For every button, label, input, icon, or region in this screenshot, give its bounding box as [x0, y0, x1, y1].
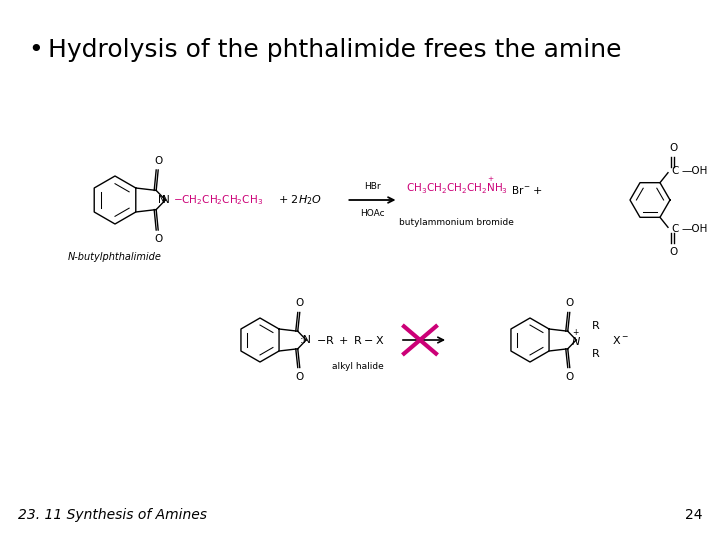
Text: 23. 11 Synthesis of Amines: 23. 11 Synthesis of Amines [18, 508, 207, 522]
Text: $\mathrm{CH_3CH_2CH_2CH_2\overset{+}{N}H_3}$: $\mathrm{CH_3CH_2CH_2CH_2\overset{+}{N}H… [406, 176, 508, 196]
Text: O: O [669, 247, 677, 258]
Text: —OH: —OH [682, 224, 708, 234]
Text: R: R [593, 321, 600, 331]
Text: O: O [566, 372, 574, 381]
Text: O: O [669, 143, 677, 153]
Text: $\overset{+}{N}$: $\overset{+}{N}$ [571, 327, 581, 349]
Text: C: C [671, 224, 678, 234]
Text: O: O [296, 299, 304, 308]
Text: O: O [296, 372, 304, 381]
Text: $\mathrm{X^-}$: $\mathrm{X^-}$ [612, 334, 629, 346]
Text: O: O [566, 299, 574, 308]
Text: C: C [671, 166, 678, 176]
Text: N: N [161, 195, 169, 205]
Text: N-butylphthalimide: N-butylphthalimide [68, 252, 162, 262]
Text: butylammonium bromide: butylammonium bromide [399, 218, 514, 227]
Text: 24: 24 [685, 508, 702, 522]
Text: $\mathrm{Br^-}$: $\mathrm{Br^-}$ [511, 184, 531, 196]
Text: $\mathrm{-R \ + \ R-X}$: $\mathrm{-R \ + \ R-X}$ [316, 334, 384, 346]
Text: :N: :N [300, 335, 312, 345]
Text: HOAc: HOAc [360, 209, 384, 218]
Text: R: R [593, 349, 600, 359]
Text: Hydrolysis of the phthalimide frees the amine: Hydrolysis of the phthalimide frees the … [48, 38, 621, 62]
Text: •: • [28, 38, 42, 62]
Text: O: O [154, 156, 162, 166]
Text: —OH: —OH [682, 166, 708, 176]
Text: +: + [532, 186, 541, 196]
Text: O: O [154, 234, 162, 244]
Text: $+ \ 2H_2O$: $+ \ 2H_2O$ [279, 193, 323, 207]
Text: $\mathrm{-CH_2CH_2CH_2CH_3}$: $\mathrm{-CH_2CH_2CH_2CH_3}$ [174, 193, 264, 207]
Text: N: N [158, 195, 166, 205]
Text: HBr: HBr [364, 182, 381, 191]
Text: alkyl halide: alkyl halide [333, 362, 384, 371]
